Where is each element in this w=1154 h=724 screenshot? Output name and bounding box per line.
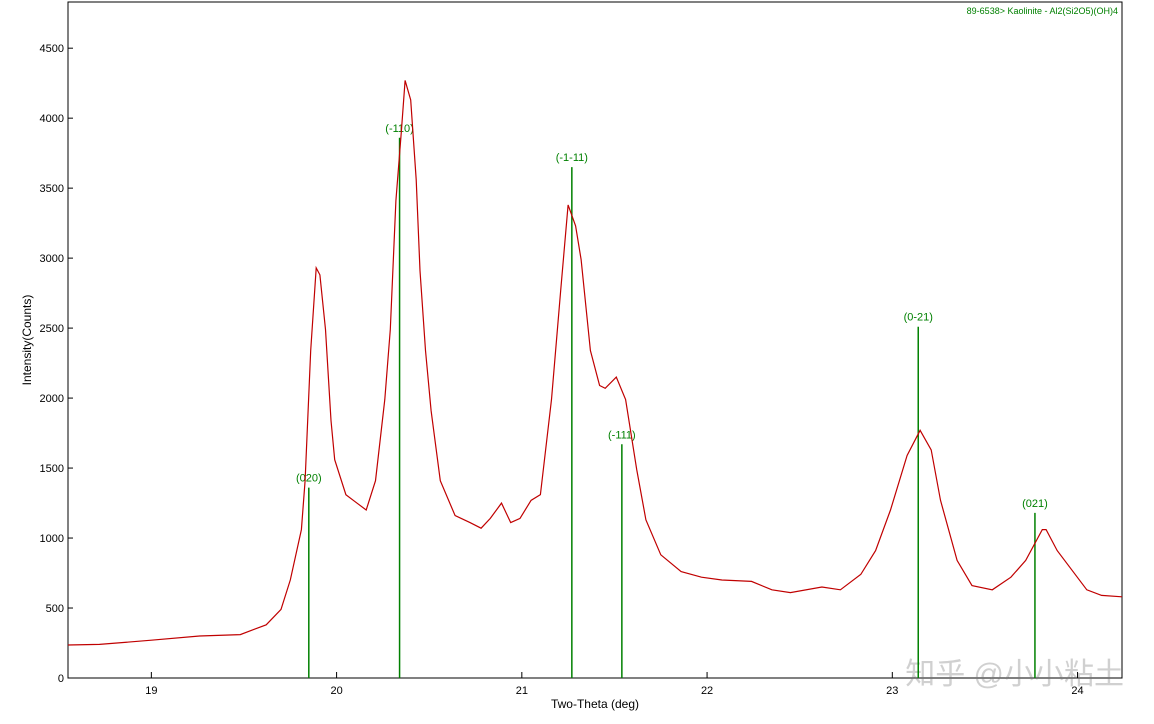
y-tick-label: 1500 (40, 463, 64, 475)
x-axis-label: Two-Theta (deg) (551, 697, 639, 711)
x-tick-label: 22 (701, 685, 713, 697)
x-tick-label: 20 (330, 685, 342, 697)
peak-label: (-1-11) (556, 152, 588, 164)
x-tick-label: 24 (1071, 685, 1083, 697)
y-axis-label: Intensity(Counts) (20, 295, 34, 386)
pattern-line (67, 80, 1123, 646)
x-tick-label: 23 (886, 685, 898, 697)
y-tick-label: 0 (58, 673, 64, 685)
y-tick-label: 3000 (40, 253, 64, 265)
x-tick-label: 19 (145, 685, 157, 697)
legend-entry: 89-6538> Kaolinite - Al2(Si2O5)(OH)4 (967, 6, 1118, 16)
y-tick-label: 1000 (40, 533, 64, 545)
peak-label: (020) (296, 473, 322, 485)
peak-label: (0-21) (904, 312, 933, 324)
watermark: 知乎 @小小粘土 (905, 658, 1124, 691)
plot-frame (67, 1, 1123, 679)
x-tick-label: 21 (516, 685, 528, 697)
y-tick-label: 4000 (40, 113, 64, 125)
peak-label: (-110) (385, 123, 414, 135)
peak-label: (021) (1022, 498, 1048, 510)
y-tick-label: 2000 (40, 393, 64, 405)
peak-label: (-111) (608, 429, 636, 441)
y-tick-label: 2500 (40, 323, 64, 335)
y-tick-label: 3500 (40, 183, 64, 195)
y-tick-label: 4500 (40, 43, 64, 55)
y-tick-label: 500 (46, 603, 64, 615)
